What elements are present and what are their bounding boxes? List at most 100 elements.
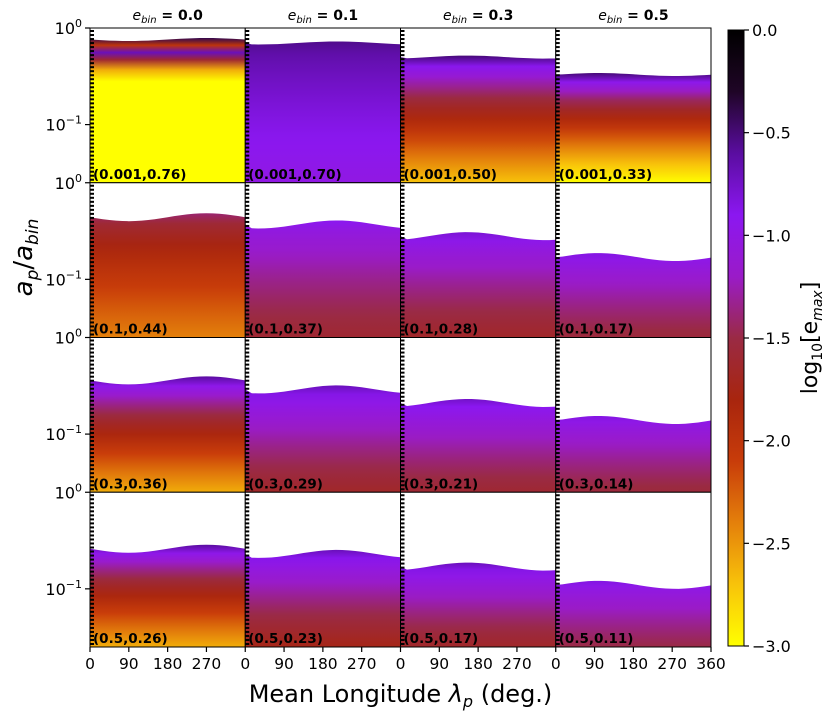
minor-tick (90, 468, 94, 471)
minor-tick (90, 309, 94, 312)
minor-tick (245, 138, 250, 141)
colorbar-tick-label: −3.0 (752, 637, 791, 656)
minor-tick (555, 530, 560, 533)
minor-tick (400, 558, 405, 561)
minor-tick (555, 452, 560, 455)
minor-tick (90, 150, 94, 153)
minor-tick (555, 351, 560, 354)
minor-tick (555, 415, 560, 418)
minor-tick (400, 359, 405, 362)
minor-tick (400, 444, 405, 447)
minor-tick (90, 196, 94, 199)
minor-tick (245, 472, 250, 475)
minor-tick (90, 566, 94, 569)
minor-tick (555, 150, 560, 153)
minor-tick (555, 456, 560, 459)
y-tick-label: 100 (55, 481, 82, 502)
minor-tick (90, 317, 94, 320)
minor-tick (90, 562, 94, 565)
minor-tick (400, 325, 405, 328)
minor-tick (555, 289, 560, 292)
minor-tick (555, 367, 560, 370)
panel-label: (0.3,0.29) (248, 476, 323, 492)
minor-tick (90, 440, 94, 443)
minor-tick (245, 498, 250, 501)
minor-tick (245, 431, 250, 434)
minor-tick (555, 273, 560, 276)
minor-tick (90, 379, 94, 382)
minor-tick (245, 415, 250, 418)
minor-tick (555, 237, 560, 240)
minor-tick (400, 174, 405, 177)
panels-layer: (0.001,0.76) (0.001,0.70) (0.001,0.50) (0.0… (89, 27, 712, 648)
minor-tick (90, 46, 94, 49)
minor-tick (245, 558, 250, 561)
minor-tick (90, 423, 94, 426)
minor-tick (245, 313, 250, 316)
minor-tick (90, 498, 94, 501)
minor-tick (400, 399, 405, 402)
minor-tick (245, 86, 250, 89)
minor-tick (245, 98, 250, 101)
minor-tick (555, 387, 560, 390)
stability-region (400, 55, 556, 183)
y-axis-label: ap/abin (9, 219, 43, 297)
minor-tick (555, 566, 560, 569)
minor-tick (245, 30, 250, 32)
minor-tick (400, 321, 405, 324)
stability-region (245, 385, 401, 493)
minor-tick (400, 460, 405, 463)
minor-tick (400, 289, 405, 292)
minor-tick (400, 94, 405, 97)
minor-tick (555, 506, 560, 509)
minor-tick (555, 582, 560, 585)
column-title: ebin = 0.1 (288, 8, 358, 26)
minor-tick (400, 150, 405, 153)
minor-tick (90, 184, 94, 187)
minor-tick (400, 522, 405, 525)
minor-tick (555, 472, 560, 475)
minor-tick (555, 245, 560, 248)
minor-tick (90, 444, 94, 447)
minor-tick (555, 638, 560, 641)
minor-tick (90, 102, 94, 105)
minor-tick (400, 347, 405, 350)
minor-tick (245, 146, 250, 149)
minor-tick (90, 476, 94, 479)
minor-tick (555, 359, 560, 362)
minor-tick (245, 204, 250, 207)
minor-tick (245, 626, 250, 629)
minor-tick (245, 216, 250, 219)
minor-tick (400, 277, 405, 280)
axes-layer: ebin = 0.0 ebin = 0.1 ebin = 0.3 ebin = 0.5… (9, 8, 726, 711)
minor-tick (90, 484, 94, 487)
minor-tick (90, 407, 94, 410)
minor-tick (245, 452, 250, 455)
minor-tick (555, 488, 560, 491)
minor-tick (245, 506, 250, 509)
stability-region (555, 253, 711, 338)
minor-tick (90, 602, 94, 605)
minor-tick (90, 610, 94, 613)
minor-tick (245, 241, 250, 244)
minor-tick (400, 494, 405, 497)
minor-tick (555, 184, 560, 187)
minor-tick (400, 241, 405, 244)
minor-tick (90, 110, 94, 113)
minor-tick (245, 253, 250, 256)
minor-tick (245, 232, 250, 235)
minor-tick (90, 158, 94, 161)
minor-tick (245, 66, 250, 69)
minor-tick (90, 431, 94, 434)
minor-tick (90, 241, 94, 244)
stability-region (90, 544, 246, 647)
minor-tick (245, 444, 250, 447)
minor-tick (245, 570, 250, 573)
minor-tick (245, 343, 250, 346)
minor-tick (90, 249, 94, 252)
minor-tick (245, 102, 250, 105)
minor-tick (400, 261, 405, 264)
minor-tick (555, 200, 560, 203)
minor-tick (245, 530, 250, 533)
stability-region (245, 41, 401, 183)
